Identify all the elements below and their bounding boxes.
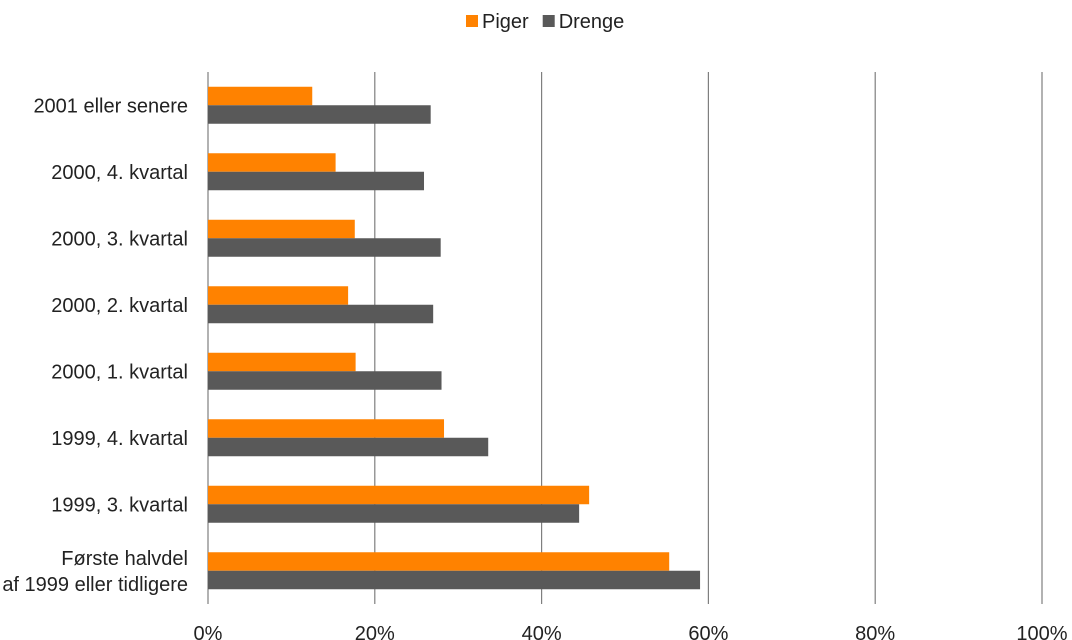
bar-drenge-5 [208,437,489,457]
category-label: 2000, 4. kvartal [51,162,188,184]
legend-label-piger: Piger [482,11,529,33]
x-tick-label: 80% [855,623,895,640]
category-labels: 2001 eller senere 2000, 4. kvartal 2000, 3… [2,95,188,596]
gridlines [207,72,1043,604]
legend-swatch-drenge [542,15,555,27]
legend-label-drenge: Drenge [559,11,625,33]
x-tick-label: 0% [194,623,223,640]
bar-drenge-1 [208,171,425,191]
bar-piger-7 [208,552,670,571]
bar-piger-1 [208,153,336,172]
bar-piger-0 [208,86,313,106]
bar-piger-5 [208,419,445,438]
bar-drenge-0 [208,105,431,124]
bars [208,86,701,590]
bar-piger-6 [208,485,590,505]
bar-drenge-2 [208,238,441,257]
bar-piger-3 [208,286,349,305]
category-label: 2000, 1. kvartal [51,361,188,383]
x-tick-label: 40% [522,623,562,640]
x-tick-label: 20% [355,623,395,640]
category-label: Første halvdel af 1999 eller tidligere [2,548,188,596]
x-tick-label: 60% [688,623,728,640]
x-tick-label: 100% [1016,623,1067,640]
category-label: 1999, 4. kvartal [51,428,188,450]
legend-swatch-piger [466,15,478,27]
category-label: 1999, 3. kvartal [51,494,188,516]
x-axis-tick-labels: 0% 20% 40% 60% 80% 100% [194,623,1068,640]
legend: Piger Drenge [466,11,624,33]
bar-piger-4 [208,352,356,372]
bar-drenge-7 [208,570,701,590]
bar-drenge-4 [208,371,442,390]
legend-item-drenge: Drenge [542,11,625,33]
bar-drenge-6 [208,504,580,523]
category-label: 2000, 3. kvartal [51,228,188,250]
category-label: 2001 eller senere [33,95,188,117]
bar-piger-2 [208,219,355,239]
bar-drenge-3 [208,304,434,324]
category-label: 2000, 2. kvartal [51,295,188,317]
legend-item-piger: Piger [466,11,529,33]
